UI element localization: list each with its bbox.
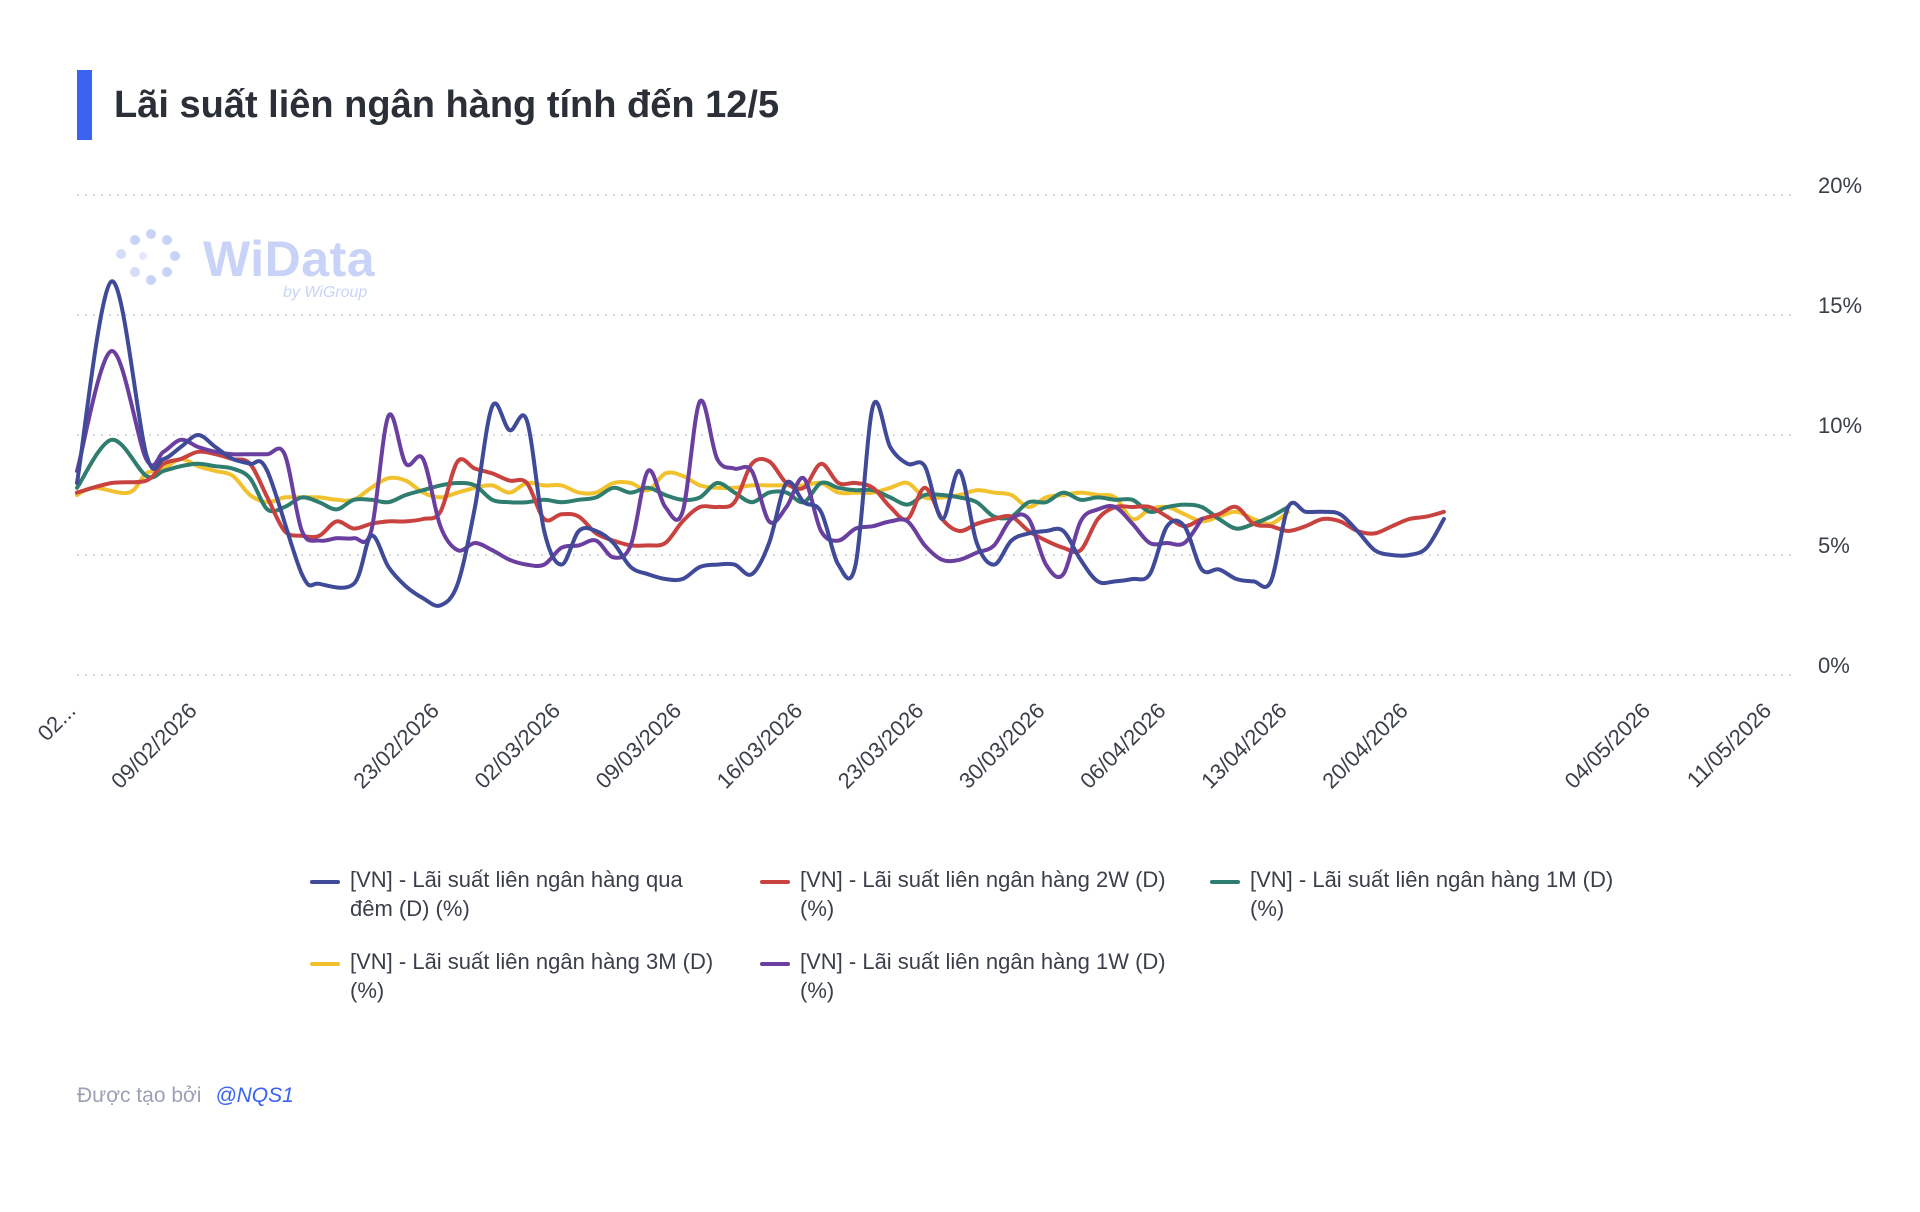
watermark-name: WiData	[203, 231, 376, 287]
chart-title: Lãi suất liên ngân hàng tính đến 12/5	[114, 83, 780, 126]
x-tick-label: 11/05/2026	[1682, 698, 1776, 792]
series-line-2w[interactable]	[75, 449, 1446, 555]
x-axis-ticks: 02... 09/02/2026 23/02/2026 02/03/2026 09/03…	[33, 698, 1777, 794]
legend-label: [VN] - Lãi suất liên ngân hàng 2W (D) (%…	[800, 867, 1166, 921]
chart-header: Lãi suất liên ngân hàng tính đến 12/5	[77, 70, 779, 140]
legend-label: [VN] - Lãi suất liên ngân hàng 3M (D) (%…	[350, 949, 714, 1003]
legend-swatch	[310, 962, 340, 966]
x-tick-label: 20/04/2026	[1317, 698, 1413, 794]
x-tick-label: 16/03/2026	[712, 698, 808, 794]
footer-prefix: Được tạo bởi	[77, 1084, 202, 1107]
y-tick-label: 20%	[1818, 173, 1862, 198]
legend-swatch	[1210, 880, 1240, 884]
y-tick-label: 5%	[1818, 533, 1850, 558]
legend-label: [VN] - Lãi suất liên ngân hàng 1M (D) (%…	[1250, 867, 1614, 921]
legend-item-1w[interactable]: [VN] - Lãi suất liên ngân hàng 1W (D) (%…	[760, 947, 1210, 1005]
series-line-1m[interactable]	[75, 437, 1291, 531]
x-tick-label: 06/04/2026	[1075, 698, 1171, 794]
y-axis-ticks: 0% 5% 10% 15% 20%	[1818, 173, 1862, 678]
x-tick-label: 13/04/2026	[1196, 698, 1292, 794]
x-tick-label: 02/03/2026	[469, 698, 565, 794]
legend-swatch	[310, 880, 340, 884]
x-tick-label: 04/05/2026	[1560, 698, 1656, 794]
legend-item-overnight[interactable]: [VN] - Lãi suất liên ngân hàng qua đêm (…	[310, 865, 760, 923]
legend-label: [VN] - Lãi suất liên ngân hàng 1W (D) (%…	[800, 949, 1166, 1003]
x-tick-label: 09/03/2026	[591, 698, 687, 794]
series-line-1w[interactable]	[75, 349, 1204, 580]
y-tick-label: 15%	[1818, 293, 1862, 318]
title-accent-bar	[77, 70, 92, 140]
legend-item-2w[interactable]: [VN] - Lãi suất liên ngân hàng 2W (D) (%…	[760, 865, 1210, 923]
y-tick-label: 0%	[1818, 653, 1850, 678]
series-line-overnight[interactable]	[75, 279, 1446, 608]
legend-item-1m[interactable]: [VN] - Lãi suất liên ngân hàng 1M (D) (%…	[1210, 865, 1660, 923]
footer-credit: Được tạo bởi @NQS1	[77, 1084, 294, 1108]
x-tick-label: 23/02/2026	[348, 698, 444, 794]
watermark-subtitle: by WiGroup	[283, 284, 368, 301]
x-tick-label: 09/02/2026	[106, 698, 202, 794]
chart-legend: [VN] - Lãi suất liên ngân hàng qua đêm (…	[310, 865, 1660, 1005]
author-handle-link[interactable]: @NQS1	[215, 1084, 294, 1107]
legend-label: [VN] - Lãi suất liên ngân hàng qua đêm (…	[350, 867, 683, 921]
widata-dots-icon	[116, 229, 180, 285]
legend-swatch	[760, 880, 790, 884]
legend-item-3m[interactable]: [VN] - Lãi suất liên ngân hàng 3M (D) (%…	[310, 947, 760, 1005]
watermark-logo: WiData by WiGroup	[113, 228, 413, 308]
y-tick-label: 10%	[1818, 413, 1862, 438]
series-lines	[75, 279, 1446, 608]
legend-swatch	[760, 962, 790, 966]
x-tick-label: 02...	[33, 698, 81, 746]
x-tick-label: 23/03/2026	[833, 698, 929, 794]
x-tick-label: 30/03/2026	[954, 698, 1050, 794]
